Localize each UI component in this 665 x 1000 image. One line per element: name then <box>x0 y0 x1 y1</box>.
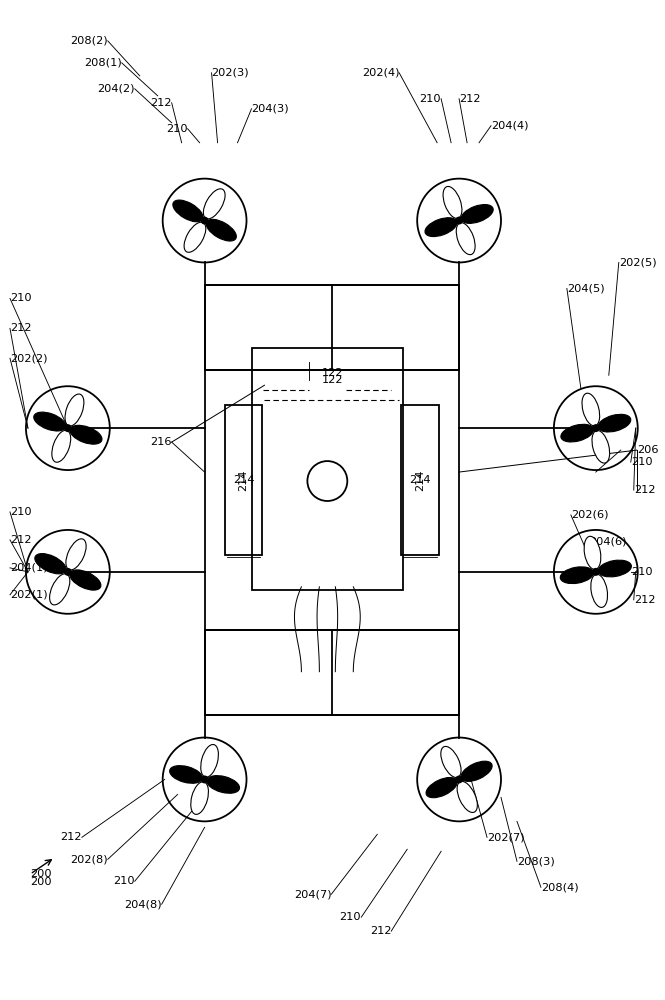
Ellipse shape <box>598 560 631 577</box>
Ellipse shape <box>426 777 457 798</box>
Bar <box>205 630 459 715</box>
Text: 202(7): 202(7) <box>487 832 525 842</box>
Text: 210: 210 <box>340 912 361 922</box>
Text: 208(2): 208(2) <box>70 36 108 46</box>
Text: 200: 200 <box>30 869 52 879</box>
Bar <box>205 285 459 370</box>
Text: 210: 210 <box>113 876 135 886</box>
Text: 212: 212 <box>10 535 31 545</box>
Ellipse shape <box>52 430 70 462</box>
Text: 208(3): 208(3) <box>517 856 555 866</box>
Ellipse shape <box>34 412 66 431</box>
Ellipse shape <box>443 186 462 218</box>
Text: 214: 214 <box>239 469 249 491</box>
Ellipse shape <box>184 222 205 252</box>
Text: 212: 212 <box>61 832 82 842</box>
Ellipse shape <box>582 393 600 426</box>
Ellipse shape <box>462 205 493 223</box>
Bar <box>205 630 459 715</box>
Ellipse shape <box>584 536 601 569</box>
Ellipse shape <box>70 570 101 590</box>
Text: 204(2): 204(2) <box>97 84 135 94</box>
Ellipse shape <box>206 219 236 241</box>
Text: 210: 210 <box>420 94 441 104</box>
Ellipse shape <box>207 776 239 793</box>
Text: 212: 212 <box>634 485 655 495</box>
Text: 216: 216 <box>150 437 172 447</box>
Text: 202(2): 202(2) <box>10 353 47 363</box>
Text: 204(5): 204(5) <box>567 283 604 293</box>
Circle shape <box>65 425 71 431</box>
Text: 202(4): 202(4) <box>362 68 399 78</box>
Circle shape <box>65 569 71 575</box>
Text: 204(6): 204(6) <box>589 537 626 547</box>
Text: 210: 210 <box>10 507 32 517</box>
Ellipse shape <box>170 766 202 783</box>
Circle shape <box>456 776 462 783</box>
Ellipse shape <box>65 394 84 426</box>
Ellipse shape <box>66 539 86 570</box>
Ellipse shape <box>201 744 218 777</box>
Circle shape <box>456 217 462 224</box>
Text: 204(3): 204(3) <box>251 104 289 114</box>
Text: 212: 212 <box>459 94 481 104</box>
Ellipse shape <box>425 218 457 237</box>
Ellipse shape <box>598 414 631 432</box>
Ellipse shape <box>35 554 66 574</box>
Ellipse shape <box>457 781 477 812</box>
Text: 200: 200 <box>30 877 52 887</box>
Ellipse shape <box>456 223 475 255</box>
Text: 208(4): 208(4) <box>541 882 579 892</box>
Text: 122: 122 <box>322 375 343 385</box>
Text: 214: 214 <box>233 475 254 485</box>
Text: 202(8): 202(8) <box>70 854 108 864</box>
Text: 214: 214 <box>415 469 425 491</box>
Text: 122: 122 <box>322 368 343 378</box>
Circle shape <box>201 217 208 224</box>
Bar <box>205 370 459 630</box>
Text: 202(5): 202(5) <box>618 257 656 267</box>
Bar <box>251 348 403 590</box>
Circle shape <box>593 425 599 431</box>
Text: 212: 212 <box>370 926 391 936</box>
Ellipse shape <box>561 424 594 442</box>
Ellipse shape <box>70 425 102 444</box>
Text: 208(1): 208(1) <box>84 58 122 68</box>
Text: 202(3): 202(3) <box>211 68 249 78</box>
Text: 204(7): 204(7) <box>294 889 331 899</box>
Ellipse shape <box>591 574 608 607</box>
Ellipse shape <box>461 761 492 781</box>
Text: 210: 210 <box>631 457 652 467</box>
Circle shape <box>593 569 599 575</box>
Text: 204(1): 204(1) <box>10 563 48 573</box>
Text: 210: 210 <box>631 567 652 577</box>
Ellipse shape <box>50 574 70 605</box>
Ellipse shape <box>441 746 461 778</box>
Ellipse shape <box>173 200 203 222</box>
Text: 212: 212 <box>10 323 31 333</box>
Bar <box>401 405 439 555</box>
Text: 202(6): 202(6) <box>571 510 608 520</box>
Text: 204(4): 204(4) <box>491 121 529 131</box>
Ellipse shape <box>191 782 208 814</box>
Text: 210: 210 <box>10 293 32 303</box>
Text: 212: 212 <box>150 98 172 108</box>
Bar <box>225 405 263 555</box>
Text: 202(1): 202(1) <box>10 590 48 600</box>
Text: 212: 212 <box>634 595 655 605</box>
Text: 214: 214 <box>410 475 431 485</box>
Circle shape <box>201 776 208 783</box>
Bar <box>205 285 459 370</box>
Ellipse shape <box>203 189 225 219</box>
Text: 206: 206 <box>637 445 658 455</box>
Ellipse shape <box>561 567 593 584</box>
Text: 204(8): 204(8) <box>124 899 162 909</box>
Ellipse shape <box>592 430 610 463</box>
Text: 210: 210 <box>166 124 188 134</box>
